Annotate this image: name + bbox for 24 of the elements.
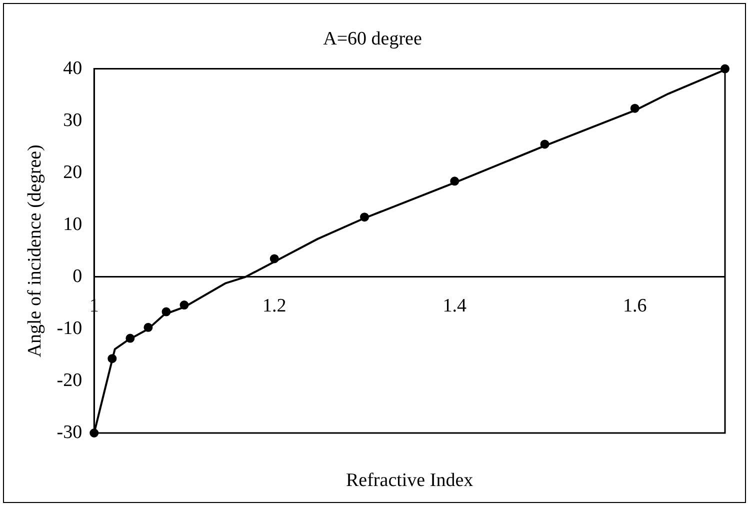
point [144,322,153,332]
y-tick-label: -10 [56,318,82,339]
y-tick-label: -30 [56,422,82,443]
point [540,140,550,149]
point [360,212,369,222]
x-tick-label: 1.2 [262,295,286,316]
y-tick-label: 0 [72,266,82,287]
y-tick-label: 30 [63,110,82,131]
y-tick-label: -20 [56,370,82,391]
y-tick-label: 40 [63,58,82,79]
point [270,254,279,264]
x-tick-label: 1.4 [442,295,467,316]
chart-title: A=60 degree [323,28,422,50]
point [450,176,460,186]
y-axis-title: Angle of incidence (degree) [24,144,46,358]
point [630,104,640,113]
y-tick-label: 20 [63,162,82,183]
point [162,307,171,316]
y-tick-label: 10 [63,214,82,235]
point [108,354,117,364]
point [180,300,189,310]
point [126,334,135,343]
x-axis-title: Refractive Index [346,470,474,491]
x-tick-label: 1.6 [623,295,647,316]
